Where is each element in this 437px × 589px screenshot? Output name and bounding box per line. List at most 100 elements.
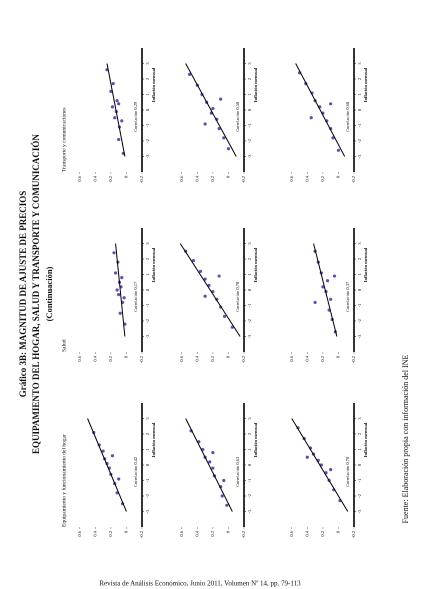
y-tick-label: 0.2 <box>210 176 215 182</box>
x-tick-label: 2 <box>145 433 150 435</box>
trend-line <box>185 418 233 512</box>
x-tick-label: -3 <box>145 154 150 158</box>
x-tick-label: -1 <box>247 304 252 308</box>
point <box>122 296 126 300</box>
point <box>329 297 333 301</box>
x-tick-label: -1 <box>145 124 150 128</box>
point <box>109 89 113 93</box>
x-tick-label: -2 <box>145 139 150 143</box>
x-tick-label: 3 <box>247 242 252 245</box>
x-tick-label: 2 <box>357 433 362 435</box>
x-tick-label: 1 <box>247 273 252 275</box>
y-tick-label: -0.2 <box>139 176 144 183</box>
x-tick-label: -2 <box>357 319 362 323</box>
y-tick-label: 0 <box>123 530 128 533</box>
point <box>211 466 215 470</box>
correlation: Correlación 0,42 <box>133 457 139 487</box>
point <box>211 106 215 111</box>
y-tick-label: 0.2 <box>320 176 325 182</box>
y-tick-label: 0.6 <box>289 355 294 361</box>
x-tick-label: 0 <box>357 288 362 291</box>
point <box>305 455 309 459</box>
point <box>332 274 337 278</box>
figure-subtitle: EQUIPAMIENTO DEL HOGAR, SALUD Y TRANSPOR… <box>31 134 41 454</box>
y-tick-label: 0 <box>335 355 340 358</box>
x-axis-label: Inflación mensual <box>151 422 156 457</box>
point <box>111 82 115 86</box>
x-tick-label: -3 <box>247 509 252 513</box>
x-axis-label: Inflación mensual <box>363 422 368 457</box>
y-tick-label: 0 <box>123 175 128 178</box>
y-tick-label: 0.6 <box>77 175 82 181</box>
x-tick-label: 0 <box>247 108 252 111</box>
point <box>325 279 330 283</box>
point <box>117 293 121 297</box>
y-tick-label: -0.2 <box>351 176 356 183</box>
rotated-content: Gráfico 3B: MAGNITUD DE AJUSTE DE PRECIO… <box>18 48 410 538</box>
x-tick-label: -1 <box>357 304 362 308</box>
x-tick-label: -3 <box>357 154 362 158</box>
point <box>336 148 341 152</box>
footer: Revista de Análisis Económico, Junio 201… <box>99 580 301 588</box>
x-tick-label: 2 <box>247 258 252 260</box>
y-tick-label: 0.4 <box>304 355 309 361</box>
y-tick-label: 0.2 <box>108 531 113 537</box>
correlation: Correlación 0,37 <box>345 281 351 312</box>
trend-line <box>87 418 127 512</box>
x-tick-label: 3 <box>145 417 150 420</box>
x-tick-label: -3 <box>247 154 252 158</box>
x-tick-label: 1 <box>145 93 150 95</box>
y-tick-label: 0.2 <box>320 356 325 362</box>
x-axis-label: Inflación mensual <box>151 67 156 102</box>
point <box>219 97 223 101</box>
x-tick-label: -3 <box>247 334 252 338</box>
point <box>226 147 231 151</box>
y-tick-label: 0 <box>335 175 340 178</box>
x-tick-label: -2 <box>145 494 150 498</box>
y-tick-label: 0.4 <box>92 530 97 536</box>
x-tick-label: -1 <box>247 124 252 128</box>
point <box>118 311 122 315</box>
y-tick-label: -0.2 <box>241 356 246 363</box>
y-tick-label: 0.6 <box>179 530 184 536</box>
x-axis-label: Inflación mensual <box>151 247 156 282</box>
point <box>313 300 317 304</box>
x-tick-label: 3 <box>145 242 150 245</box>
point <box>222 314 227 318</box>
point <box>203 277 207 281</box>
correlation: Correlación 0,68 <box>345 101 351 132</box>
panel-title: Equipamiento y funcionamiento del hogar <box>60 434 67 527</box>
source: Fuente: Elaboración propia con informaci… <box>401 354 410 523</box>
point <box>225 503 229 507</box>
trend-line <box>179 243 241 337</box>
x-tick-label: 2 <box>247 78 252 80</box>
x-axis-label: Inflación mensual <box>363 67 368 102</box>
x-tick-label: 3 <box>247 417 252 420</box>
y-tick-label: 0.6 <box>289 175 294 181</box>
correlation: Correlación 0,78 <box>345 456 351 487</box>
y-tick-label: 0.4 <box>92 355 97 361</box>
y-tick-label: 0.6 <box>289 530 294 536</box>
point <box>222 478 226 483</box>
point <box>112 251 116 255</box>
x-axis-label: Inflación mensual <box>253 422 258 457</box>
y-tick-label: -0.2 <box>241 531 246 538</box>
x-tick-label: -2 <box>247 494 252 498</box>
point <box>217 127 221 131</box>
point <box>120 276 124 280</box>
x-tick-label: 2 <box>357 78 362 80</box>
x-tick-label: -2 <box>145 319 150 323</box>
x-tick-label: 1 <box>145 448 150 450</box>
x-tick-label: 0 <box>247 288 252 291</box>
x-tick-label: 1 <box>357 93 362 95</box>
y-tick-label: 0.2 <box>108 176 113 182</box>
x-tick-label: -2 <box>357 139 362 143</box>
x-tick-label: 0 <box>357 463 362 466</box>
x-tick-label: 1 <box>145 273 150 275</box>
x-tick-label: 0 <box>145 288 150 291</box>
x-tick-label: -3 <box>145 509 150 513</box>
y-tick-label: -0.2 <box>241 176 246 183</box>
x-tick-label: 0 <box>357 108 362 111</box>
correlation: Correlación 0,63 <box>235 456 241 487</box>
